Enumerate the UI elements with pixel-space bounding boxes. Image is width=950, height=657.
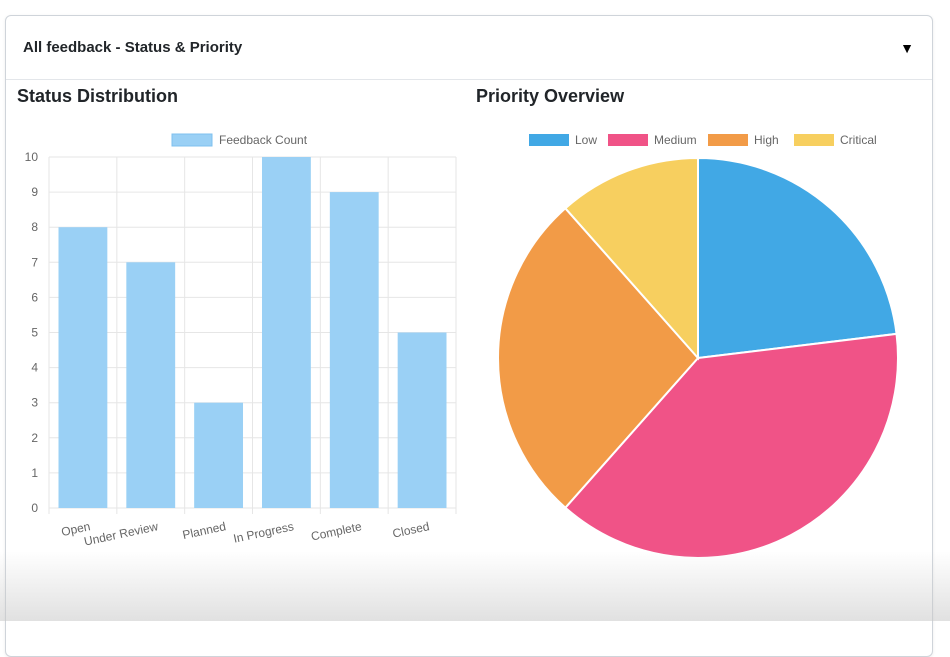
x-tick-label: In Progress [232, 519, 295, 545]
y-tick-label: 9 [31, 185, 38, 199]
y-tick-label: 4 [31, 361, 38, 375]
legend-label-medium: Medium [654, 133, 697, 147]
legend-swatch-low [529, 134, 569, 146]
pie-slice-low [697, 156, 898, 360]
y-tick-label: 6 [31, 290, 38, 304]
legend-label-low: Low [575, 133, 597, 147]
bar-planned [194, 402, 244, 508]
x-tick-label: Under Review [83, 519, 160, 548]
legend-swatch-feedback-count [171, 133, 213, 147]
bar-closed [397, 332, 447, 508]
pie-slice-medium [563, 332, 899, 559]
x-tick-label: Closed [391, 519, 430, 540]
y-tick-label: 7 [31, 255, 38, 269]
bar-under-review [126, 262, 176, 508]
y-tick-label: 2 [31, 431, 38, 445]
legend-label-high: High [754, 133, 779, 147]
y-tick-label: 5 [31, 326, 38, 340]
x-tick-label: Planned [181, 519, 227, 542]
y-tick-label: 10 [25, 150, 39, 164]
x-tick-label: Open [60, 519, 92, 539]
legend-label-feedback-count: Feedback Count [219, 133, 308, 147]
pie-chart-title: Priority Overview [476, 86, 625, 106]
legend-swatch-critical [794, 134, 834, 146]
panel-header[interactable]: All feedback - Status & Priority ▼ [6, 16, 932, 80]
pie-legend: Low Medium High Critical [529, 133, 877, 147]
priority-pie-chart: Low Medium High Critical [497, 133, 899, 559]
bar-legend: Feedback Count [171, 133, 308, 147]
caret-down-icon[interactable]: ▼ [900, 39, 914, 56]
x-tick-label: Complete [310, 519, 363, 543]
bar-open [58, 227, 108, 508]
y-tick-label: 3 [31, 396, 38, 410]
pie-slice-critical [563, 156, 699, 361]
y-tick-label: 1 [31, 466, 38, 480]
y-tick-label: 0 [31, 501, 38, 515]
bar-chart-title: Status Distribution [17, 86, 178, 106]
y-tick-label: 8 [31, 220, 38, 234]
bar-in-progress [261, 157, 311, 508]
legend-label-critical: Critical [840, 133, 877, 147]
panel-title: All feedback - Status & Priority [23, 39, 243, 56]
pie-slice-high [497, 206, 700, 510]
bar-complete [329, 192, 379, 508]
legend-swatch-high [708, 134, 748, 146]
legend-swatch-medium [608, 134, 648, 146]
